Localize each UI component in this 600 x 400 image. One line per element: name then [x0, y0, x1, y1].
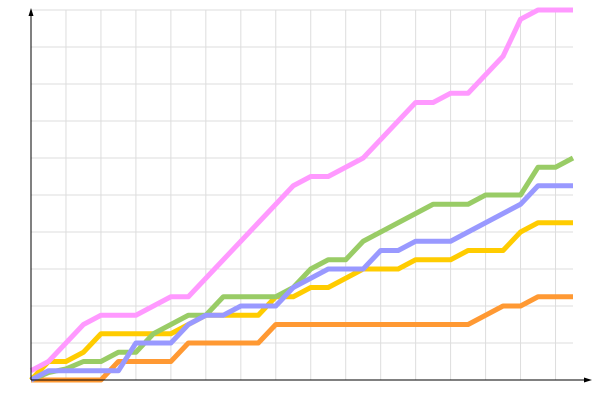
- series-line-3: [30, 155, 575, 383]
- axes: [28, 8, 592, 383]
- series-line-2: [29, 220, 573, 382]
- x-axis-arrow-icon: [584, 377, 592, 383]
- series-line-5: [29, 7, 573, 373]
- series-line-4: [29, 183, 573, 383]
- series-lines: [29, 7, 575, 383]
- series-line-1: [31, 294, 573, 383]
- y-axis-arrow-icon: [28, 8, 34, 16]
